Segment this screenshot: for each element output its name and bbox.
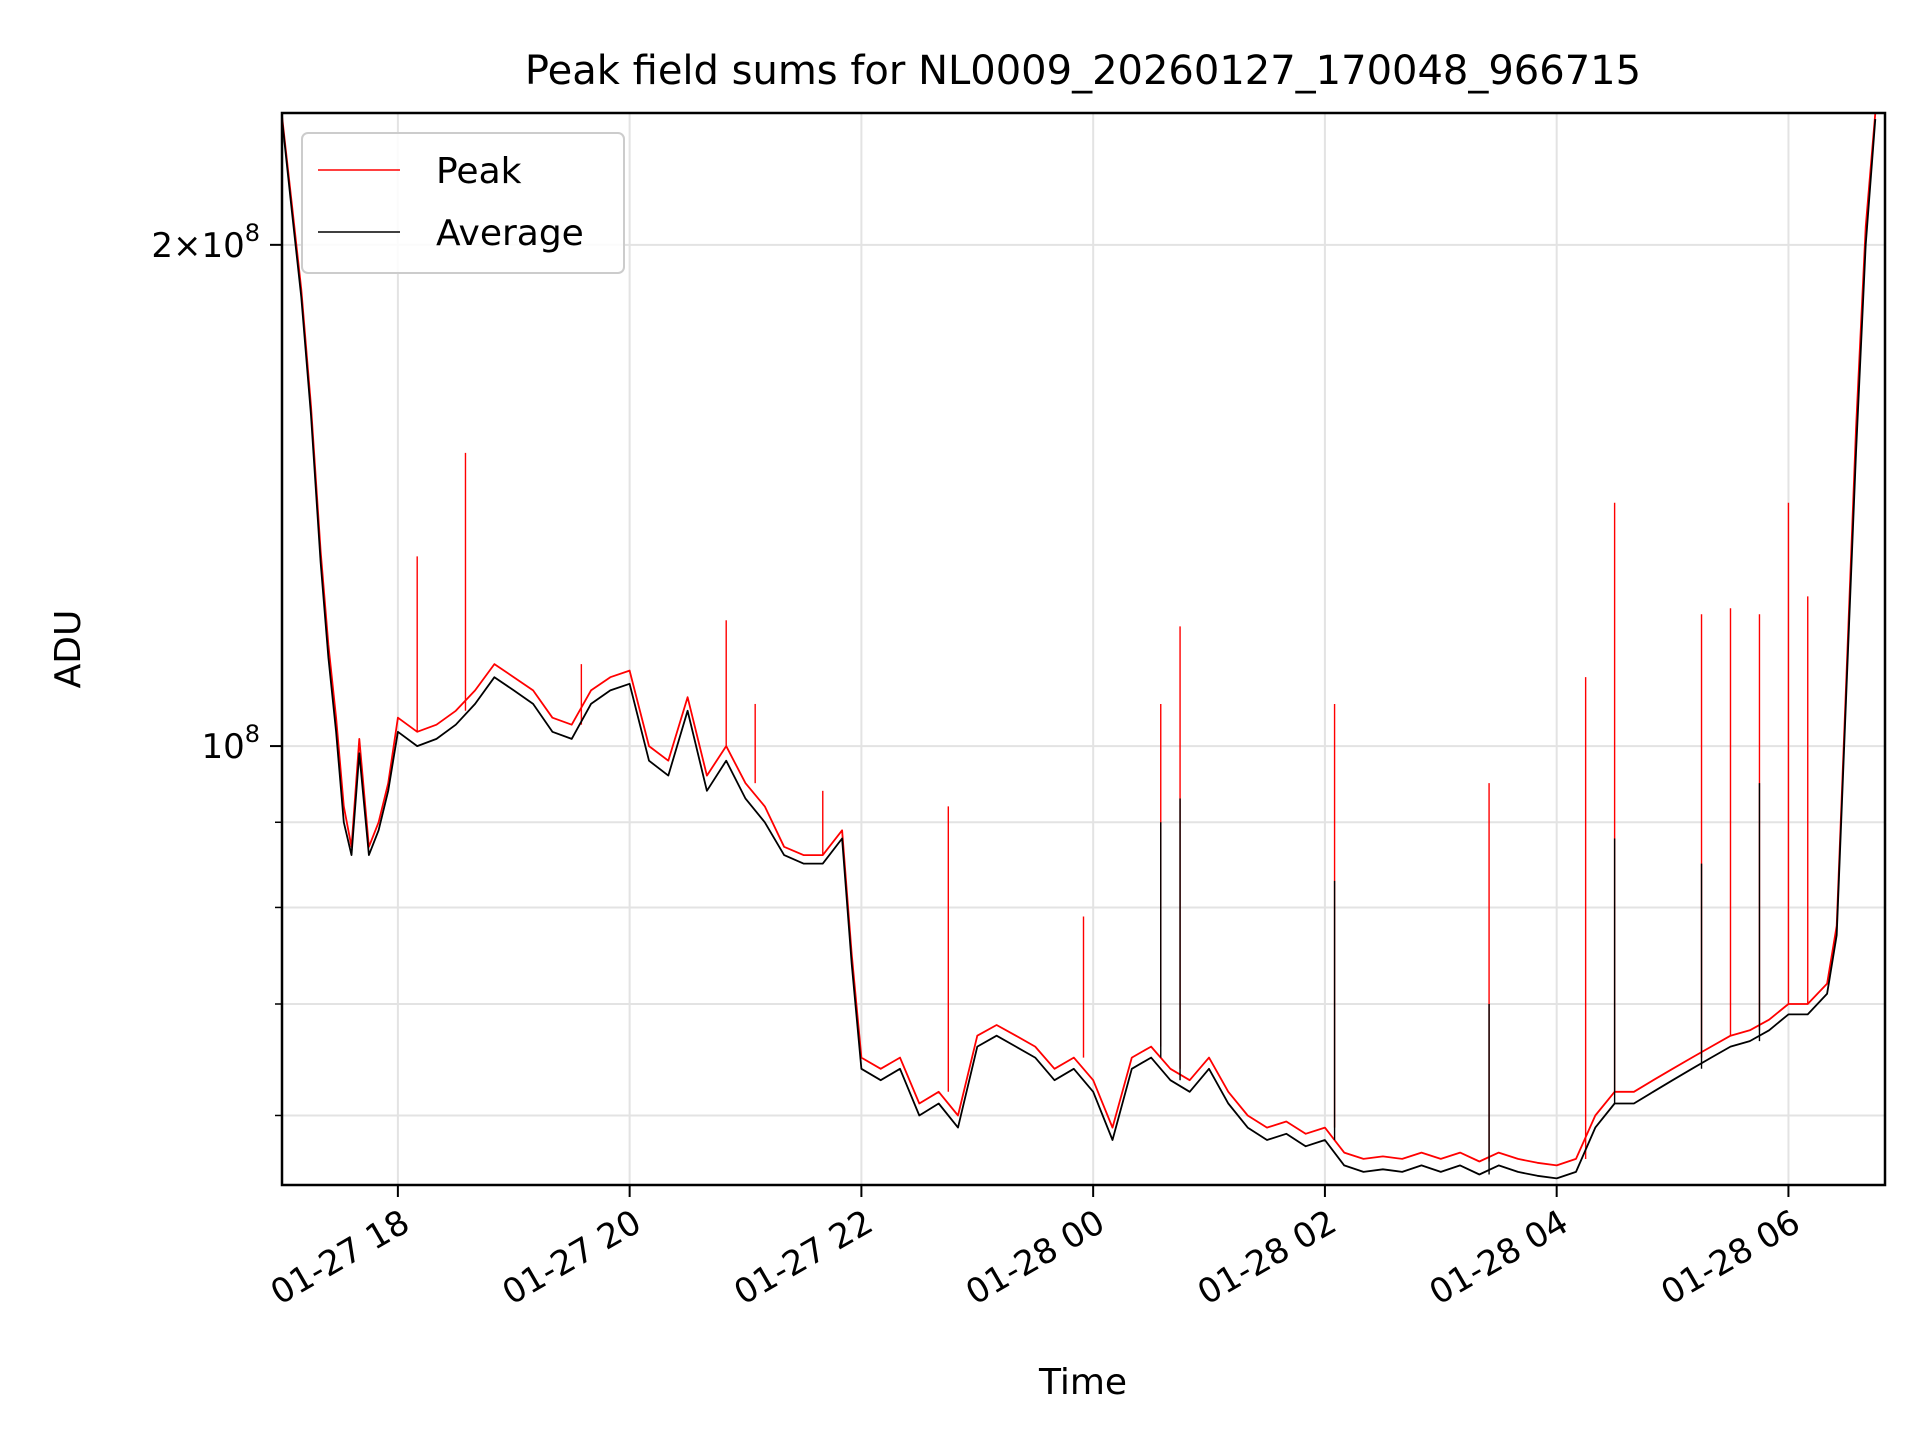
chart-title: Peak field sums for NL0009_20260127_1700… (525, 48, 1641, 94)
plot-series (282, 113, 1877, 1180)
legend-label-average: Average (436, 213, 584, 254)
plot-frame (280, 111, 1887, 1187)
y-tick-label: 2×108 (151, 219, 260, 266)
legend-box (301, 132, 625, 274)
y-axis-label: ADU (48, 610, 89, 689)
y-axis-ticks: 108 2×108 (151, 219, 282, 1117)
series-line-peak (282, 113, 1877, 1167)
legend: Peak Average (301, 132, 625, 274)
legend-label-peak: Peak (436, 151, 522, 192)
y-tick-label: 108 (201, 720, 260, 767)
x-axis-label: Time (1038, 1362, 1127, 1403)
series-line-average (282, 119, 1877, 1180)
series-average (282, 119, 1877, 1180)
